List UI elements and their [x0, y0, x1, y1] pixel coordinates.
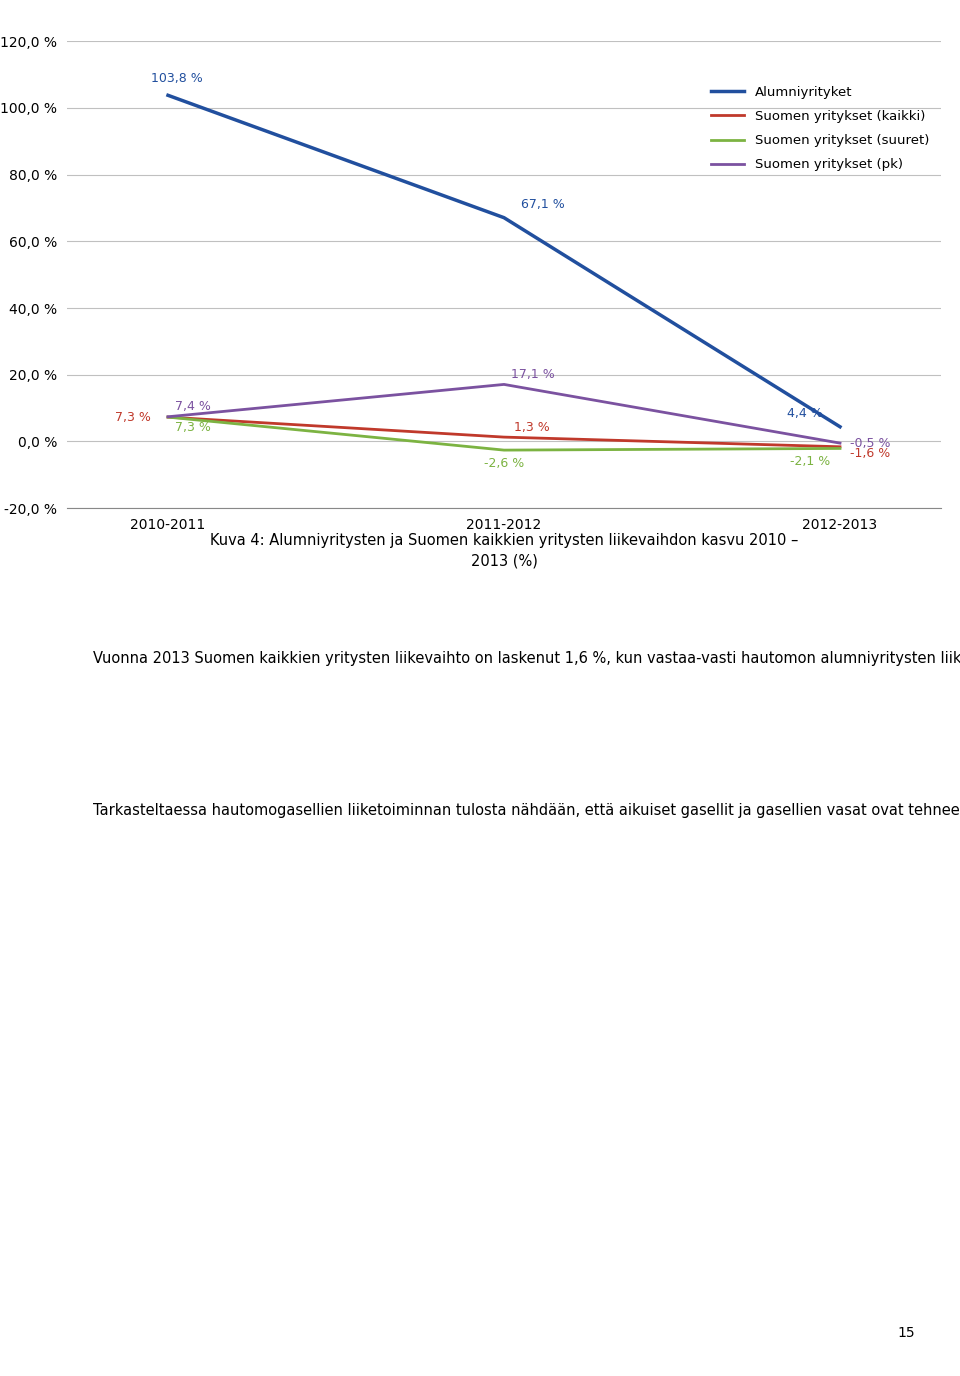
- Text: -1,6 %: -1,6 %: [851, 447, 890, 460]
- Text: 17,1 %: 17,1 %: [511, 369, 555, 381]
- Text: 15: 15: [897, 1326, 915, 1340]
- Text: 1,3 %: 1,3 %: [515, 421, 550, 433]
- Text: -2,1 %: -2,1 %: [790, 455, 829, 468]
- Text: Tarkasteltaessa hautomogasellien liiketoiminnan tulosta nähdään, että aikuiset g: Tarkasteltaessa hautomogasellien liiketo…: [93, 804, 960, 819]
- Text: 4,4 %: 4,4 %: [787, 407, 824, 420]
- Legend: Alumniyrityket, Suomen yritykset (kaikki), Suomen yritykset (suuret), Suomen yri: Alumniyrityket, Suomen yritykset (kaikki…: [706, 81, 934, 176]
- Text: -0,5 %: -0,5 %: [851, 436, 891, 450]
- Text: 7,3 %: 7,3 %: [175, 421, 210, 433]
- Text: -2,6 %: -2,6 %: [484, 457, 524, 469]
- Text: 7,4 %: 7,4 %: [175, 400, 210, 413]
- Text: 7,3 %: 7,3 %: [115, 410, 151, 424]
- Text: 103,8 %: 103,8 %: [151, 73, 203, 85]
- Text: 67,1 %: 67,1 %: [521, 198, 564, 211]
- Text: Kuva 4: Alumniyritysten ja Suomen kaikkien yritysten liikevaihdon kasvu 2010 –
2: Kuva 4: Alumniyritysten ja Suomen kaikki…: [210, 534, 798, 568]
- Text: Vuonna 2013 Suomen kaikkien yritysten liikevaihto on laskenut 1,6 %, kun vastaa-: Vuonna 2013 Suomen kaikkien yritysten li…: [93, 651, 960, 666]
